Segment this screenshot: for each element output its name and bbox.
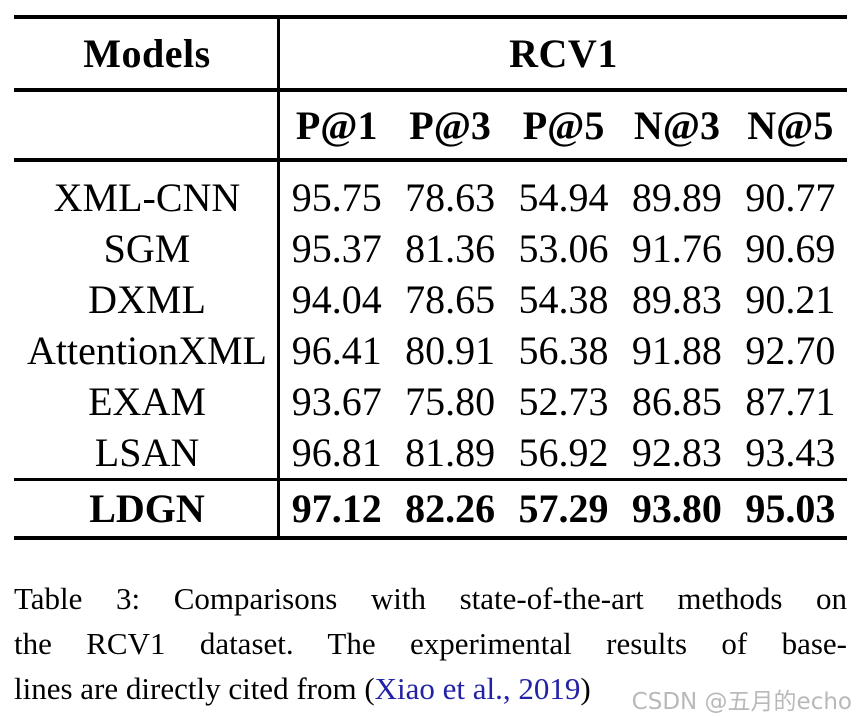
cell-value: 78.65 — [405, 277, 496, 322]
cell-value: 82.26 — [405, 486, 496, 531]
cell-value: 78.63 — [405, 175, 496, 220]
cell-value: 80.91 — [405, 328, 496, 373]
cell-value: 92.70 — [745, 328, 836, 373]
dataset-header: RCV1 — [509, 31, 618, 76]
cell-value: 89.83 — [631, 277, 722, 322]
citation-link[interactable]: Xiao et al., 2019 — [374, 671, 581, 706]
cell-value: 81.89 — [405, 430, 496, 475]
table-caption: Table 3: Comparisons with state-of-the-a… — [14, 576, 847, 711]
csdn-watermark: CSDN @五月的echo — [631, 689, 852, 715]
cell-value: 95.03 — [745, 486, 836, 531]
model-name: XML-CNN — [53, 175, 241, 220]
model-name: SGM — [103, 226, 191, 271]
cell-value: 75.80 — [405, 379, 496, 424]
header-rule — [14, 88, 847, 92]
cell-value: 81.36 — [405, 226, 496, 271]
cell-value: 93.43 — [745, 430, 836, 475]
table-row-lsan: LSAN 96.81 81.89 56.92 92.83 93.43 — [14, 427, 847, 478]
cell-value: 54.38 — [518, 277, 609, 322]
metric-header-n3: N@3 — [633, 102, 720, 148]
cell-value: 91.88 — [631, 328, 722, 373]
cell-value: 93.67 — [291, 379, 382, 424]
cell-value: 90.21 — [745, 277, 836, 322]
cell-value: 93.80 — [631, 486, 722, 531]
metric-header-n5: N@5 — [747, 102, 834, 148]
table-bottom-rule — [14, 536, 847, 540]
model-name: DXML — [88, 277, 206, 322]
cell-value: 53.06 — [518, 226, 609, 271]
cell-value: 86.85 — [631, 379, 722, 424]
metric-header-p3: P@3 — [409, 102, 491, 148]
model-name: EXAM — [88, 379, 206, 424]
cell-value: 95.75 — [291, 175, 382, 220]
table-row-attentionxml: AttentionXML 96.41 80.91 56.38 91.88 92.… — [14, 325, 847, 376]
caption-line-3: lines are directly cited from (Xiao et a… — [14, 666, 847, 711]
cell-value: 96.81 — [291, 430, 382, 475]
metric-header-p5: P@5 — [522, 102, 605, 148]
table-row-dxml: DXML 94.04 78.65 54.38 89.83 90.21 — [14, 274, 847, 325]
model-name: AttentionXML — [27, 328, 267, 373]
table-row-sgm: SGM 95.37 81.36 53.06 91.76 90.69 — [14, 223, 847, 274]
cell-value: 56.38 — [518, 328, 609, 373]
cell-value: 91.76 — [631, 226, 722, 271]
table-top-rule — [14, 15, 847, 19]
table-row-ldgn: LDGN 97.12 82.26 57.29 93.80 95.03 — [14, 481, 847, 536]
cell-value: 52.73 — [518, 379, 609, 424]
model-name: LDGN — [89, 486, 205, 531]
cell-value: 87.71 — [745, 379, 836, 424]
table-row-exam: EXAM 93.67 75.80 52.73 86.85 87.71 — [14, 376, 847, 427]
cell-value: 94.04 — [291, 277, 382, 322]
metric-header-row: P@1 P@3 P@5 N@3 N@5 — [14, 92, 847, 158]
model-name: LSAN — [94, 430, 200, 475]
cell-value: 57.29 — [518, 486, 609, 531]
caption-line-2: the RCV1 dataset. The experimental resul… — [14, 626, 847, 661]
models-column-header: Models — [83, 31, 211, 76]
table-header-row: Models RCV1 — [14, 19, 847, 88]
cell-value: 96.41 — [291, 328, 382, 373]
results-table: Models RCV1 P@1 P@3 P@5 N@3 N@5 XML-CNN … — [14, 15, 847, 540]
column-divider-rule — [277, 19, 280, 536]
highlight-row-rule — [14, 478, 847, 481]
cell-value: 54.94 — [518, 175, 609, 220]
metric-header-p1: P@1 — [295, 102, 378, 148]
subheader-rule — [14, 158, 847, 162]
caption-line-1: Table 3: Comparisons with state-of-the-a… — [14, 581, 847, 616]
table-body: XML-CNN 95.75 78.63 54.94 89.89 90.77 SG… — [14, 162, 847, 478]
caption-close-paren: ) — [580, 671, 591, 706]
cell-value: 90.77 — [745, 175, 836, 220]
caption-line-3-text: lines are directly cited from ( — [14, 671, 375, 706]
cell-value: 92.83 — [631, 430, 722, 475]
table-row-xml-cnn: XML-CNN 95.75 78.63 54.94 89.89 90.77 — [14, 172, 847, 223]
cell-value: 90.69 — [745, 226, 836, 271]
cell-value: 97.12 — [291, 486, 382, 531]
cell-value: 89.89 — [631, 175, 722, 220]
cell-value: 95.37 — [291, 226, 382, 271]
cell-value: 56.92 — [518, 430, 609, 475]
